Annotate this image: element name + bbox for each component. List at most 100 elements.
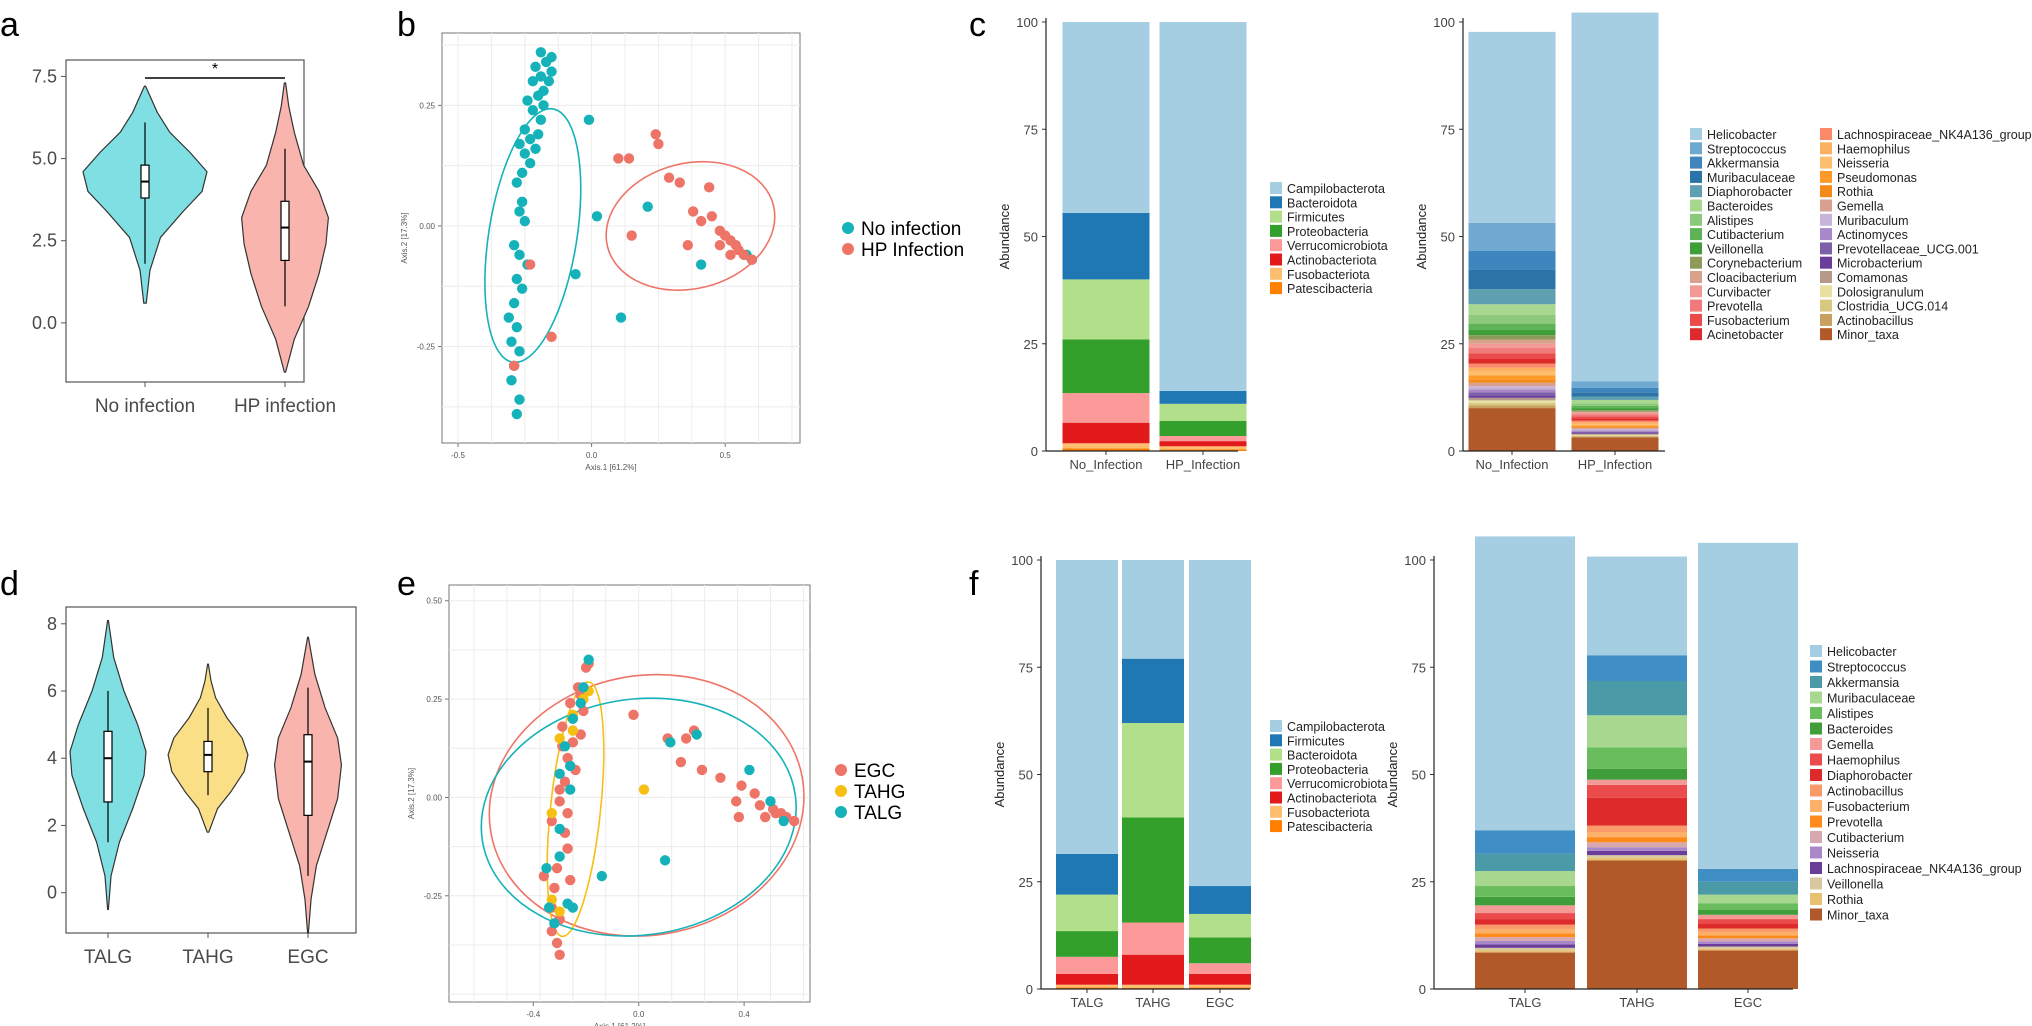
legend-label: Helicobacter [1827, 645, 1896, 659]
bar-segment-gemella [1587, 779, 1687, 785]
legend-swatch [1270, 282, 1282, 295]
bar-segment-bacteroides [1475, 896, 1575, 906]
bar-segment-diaphorobacter [1475, 919, 1575, 925]
x-tick-label: HP_Infection [1166, 457, 1240, 472]
legend-label: Comamonas [1837, 271, 1908, 285]
legend-label: Actinobacillus [1837, 314, 1913, 328]
legend-label: Bacteroides [1827, 723, 1893, 737]
data-point [580, 662, 592, 673]
data-point [508, 360, 520, 372]
scatter-chart-e: -0.4 0.0 0.4 -0.25 0.00 0.25 0.50 Axis.1 [61.2%… [407, 584, 905, 1026]
data-point [578, 705, 589, 717]
legend-label: Veillonella [1827, 878, 1883, 892]
bar-segment-campilobacterota [1062, 22, 1150, 213]
data-point [562, 807, 573, 819]
data-point [508, 240, 520, 251]
legend-swatch [1810, 722, 1822, 735]
data-point [519, 148, 531, 159]
y-axis-label: Axis.2 [17.3%] [400, 212, 409, 263]
bar-segment-lachnospiraceae-nk4a136-group [1475, 944, 1575, 948]
legend-label: Muribaculum [1837, 214, 1909, 228]
data-point [575, 729, 586, 740]
bar-segment-microbacterium [1468, 395, 1556, 398]
plot-frame [441, 32, 801, 444]
x-tick-label: TAHG [182, 947, 233, 968]
bar-segment-veillonella [1468, 330, 1556, 336]
legend-label: Patescibacteria [1287, 282, 1373, 296]
bar-segment-verrucomicrobiota [1122, 922, 1184, 955]
legend-label: Haemophilus [1827, 754, 1900, 768]
legend-swatch [1270, 224, 1282, 237]
legend-swatch [1810, 893, 1822, 905]
legend-label: Dolosigranulum [1837, 285, 1924, 299]
y-tick-label: 25 [1019, 875, 1033, 890]
data-point [703, 182, 715, 193]
legend-label: Fusobacterium [1707, 314, 1790, 328]
legend-label: Helicobacter [1707, 128, 1776, 142]
bar-segment-bacteroides [1698, 909, 1798, 915]
bar-segment-fusobacteriota [1062, 443, 1150, 449]
bar-segment-corynebacterium [1571, 410, 1659, 412]
data-point [506, 375, 517, 386]
legend-label: No infection [861, 219, 961, 240]
data-point [514, 249, 525, 261]
bar-segment-cloacibacterium [1571, 411, 1659, 413]
y-tick-label: -0.25 [424, 892, 443, 901]
data-point [615, 312, 627, 323]
data-point [511, 273, 523, 285]
legend-label: Actinomyces [1837, 228, 1908, 242]
data-point [596, 870, 608, 882]
data-point [653, 138, 664, 150]
legend-label: Akkermansia [1707, 157, 1779, 171]
legend-swatch [1270, 267, 1282, 280]
bar-segment-bacteroidota [1189, 913, 1251, 938]
legend-swatch [1820, 213, 1832, 226]
data-point [554, 733, 565, 744]
data-point [565, 697, 576, 709]
bar-segment-fusobacterium [1571, 416, 1659, 419]
bar-segment-verrucomicrobiota [1189, 963, 1251, 974]
data-point [554, 796, 565, 807]
bar-segment-acinetobacter [1571, 418, 1659, 421]
data-point [578, 682, 589, 693]
legend-swatch [1690, 199, 1702, 212]
bar-segment-helicobacter [1571, 12, 1659, 382]
bar-segment-firmicutes [1062, 279, 1150, 340]
x-tick-label: TALG [84, 947, 132, 968]
x-tick-label: 0.0 [586, 451, 598, 460]
y-tick-label: 7.5 [32, 66, 57, 86]
bar-segment-campilobacterota [1056, 560, 1118, 854]
panel-label: c [969, 6, 986, 44]
legend-swatch [1270, 734, 1282, 747]
data-point [687, 206, 699, 217]
bar-segment-streptococcus [1475, 830, 1575, 854]
bar-segment-patescibacteria [1056, 987, 1118, 989]
legend-swatch [1690, 242, 1702, 255]
bar-segment-muribaculum [1468, 386, 1556, 390]
legend-label: Proteobacteria [1287, 763, 1368, 777]
data-point [535, 114, 547, 126]
data-point [613, 153, 624, 164]
x-tick-label: 0.0 [633, 1010, 645, 1019]
data-point [565, 760, 576, 772]
bar-segment-prevotellaceae-ucg-001 [1468, 392, 1556, 396]
data-point [530, 61, 541, 72]
legend-swatch [1810, 846, 1822, 859]
bar-segment-firmicutes [1056, 853, 1118, 895]
bar-segment-haemophilus [1571, 422, 1659, 424]
legend-label: Bacteroidota [1287, 196, 1357, 210]
panel-label: a [0, 6, 19, 44]
legend-swatch [1820, 170, 1832, 183]
box-iqr [103, 730, 113, 803]
data-point [562, 898, 573, 909]
bar-segment-akkermansia [1475, 853, 1575, 872]
panel-label: e [397, 565, 416, 603]
data-point [714, 240, 726, 251]
bar-segment-prevotella [1468, 348, 1556, 354]
data-point [532, 129, 544, 140]
x-tick-label: HP_Infection [1578, 457, 1652, 472]
legend-swatch [1810, 815, 1822, 828]
legend-swatch [1810, 769, 1822, 781]
data-point [535, 47, 547, 58]
y-tick-label: 6 [47, 681, 57, 701]
